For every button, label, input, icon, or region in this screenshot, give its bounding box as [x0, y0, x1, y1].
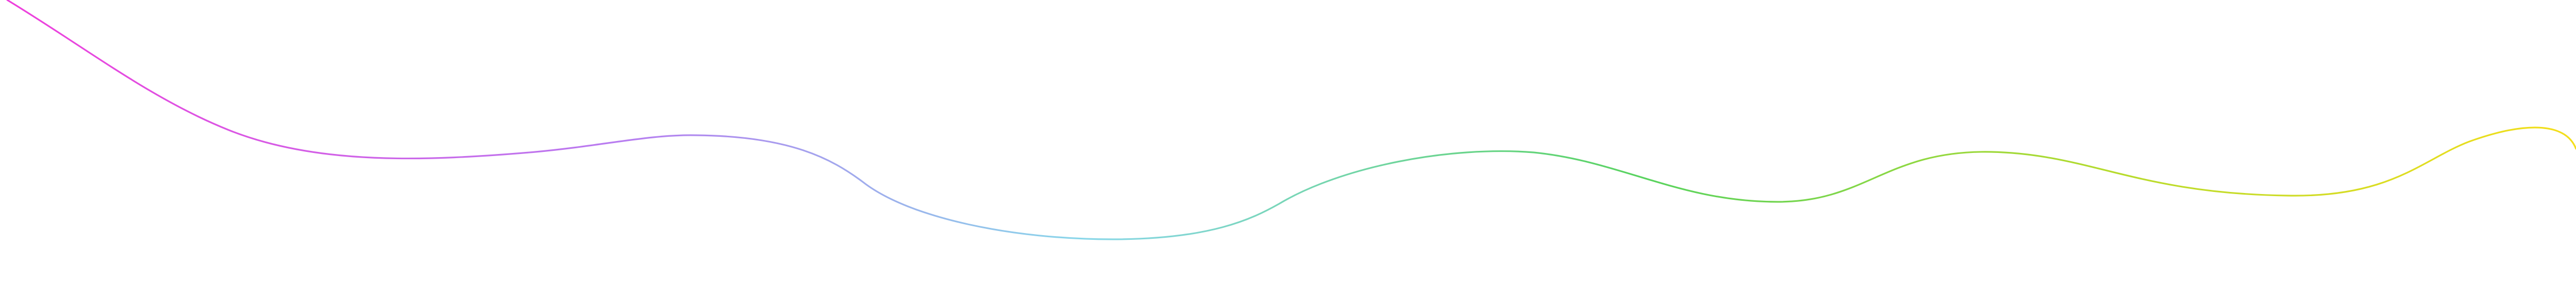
gradient-wave-line [6, 0, 2576, 240]
